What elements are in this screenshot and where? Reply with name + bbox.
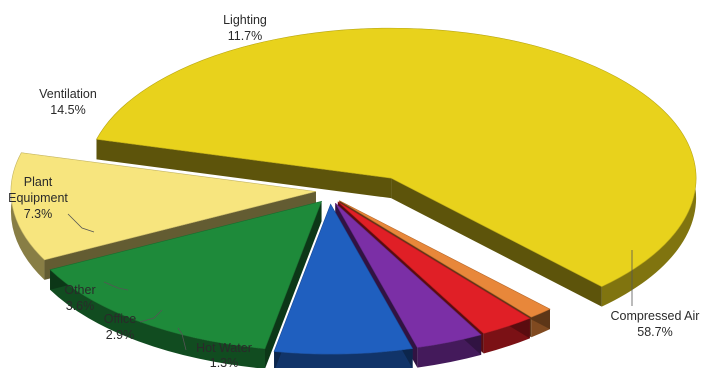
- slice-label-name: Compressed Air: [611, 309, 700, 323]
- slice-label-value: 7.3%: [24, 207, 53, 221]
- leader-line-other: [103, 281, 129, 291]
- slice-compressed-air: [96, 27, 697, 287]
- slice-label-name: Ventilation: [39, 87, 97, 101]
- slice-lighting: [10, 152, 316, 261]
- leader-line-office: [139, 309, 163, 323]
- slice-side-5: [50, 269, 265, 368]
- slice-side-4: [274, 348, 413, 368]
- slice-label-name: Office: [104, 312, 136, 326]
- slice-label-value: 14.5%: [50, 103, 85, 117]
- slice-label-name-line2: Equipment: [8, 191, 68, 205]
- slice-label-value: 2.9%: [106, 328, 135, 342]
- slice-side-3: [417, 334, 482, 368]
- slice-wall-5-0: [264, 201, 322, 368]
- slice-wall-0-0: [96, 139, 392, 199]
- slice-label-value: 58.7%: [637, 325, 672, 339]
- slice-side-6: [10, 152, 45, 280]
- pie-slices: [10, 27, 697, 368]
- slice-hot-water: [339, 200, 551, 318]
- slice-label-hot-water: Hot Water 1.3%: [196, 341, 252, 368]
- slice-wall-0-1: [391, 178, 602, 307]
- slice-side-0: [96, 28, 697, 307]
- slice-label-compressed-air: Compressed Air 58.7%: [611, 309, 700, 339]
- slice-plant-equipment: [273, 203, 414, 355]
- slice-office: [337, 201, 531, 334]
- leader-line-plant-equipment: [67, 213, 95, 233]
- slice-ventilation: [49, 200, 323, 350]
- slice-label-value: 1.3%: [210, 356, 239, 368]
- slice-label-other: Other 3.6%: [64, 283, 95, 313]
- slice-label-plant-equipment: Plant Equipment 7.3%: [8, 175, 68, 221]
- slice-label-ventilation: Ventilation 14.5%: [39, 87, 97, 117]
- slice-other: [335, 202, 482, 348]
- slice-label-value: 11.7%: [228, 29, 263, 43]
- slice-label-name: Lighting: [223, 13, 267, 27]
- slice-label-name: Hot Water: [196, 341, 252, 355]
- slice-label-name-line1: Plant: [24, 175, 53, 189]
- slice-label-office: Office 2.9%: [104, 312, 136, 342]
- slice-label-lighting: Lighting 11.7%: [223, 13, 267, 43]
- leader-line-hot-water: [177, 327, 187, 351]
- slice-label-name: Other: [64, 283, 95, 297]
- slice-label-value: 3.6%: [66, 299, 95, 313]
